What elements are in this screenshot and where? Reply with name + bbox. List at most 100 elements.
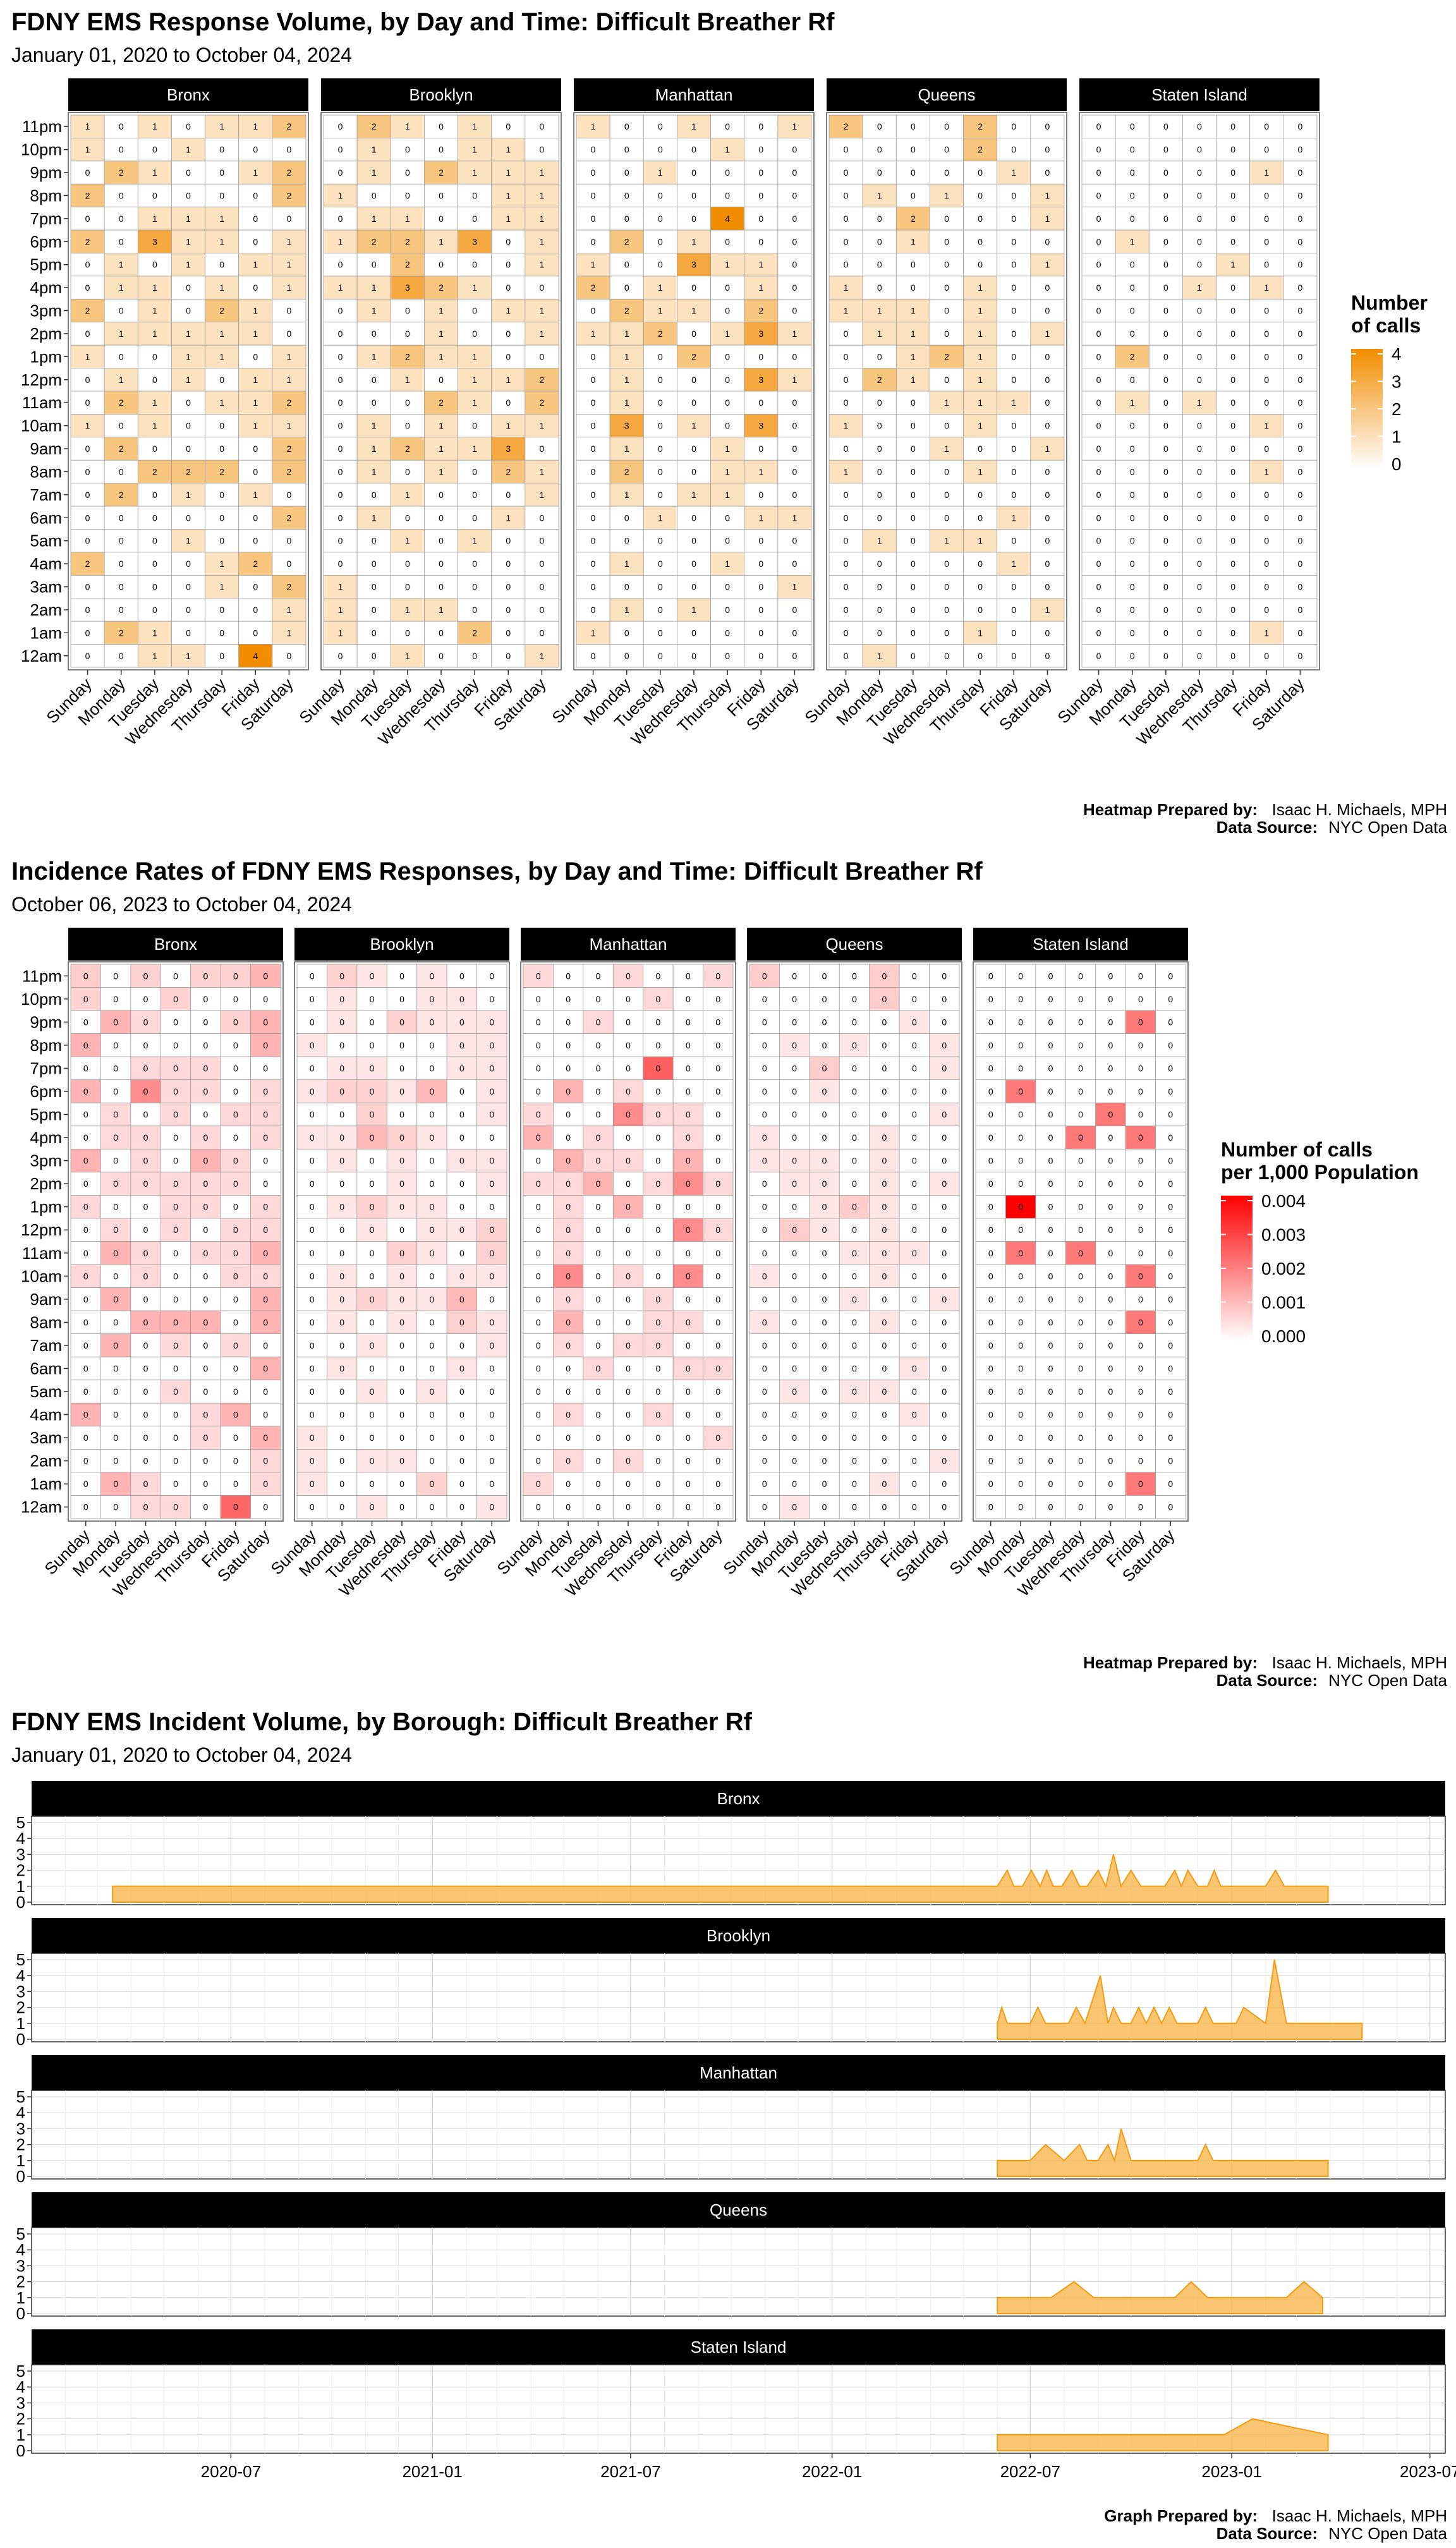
- heat-cell-label: 0: [658, 628, 663, 638]
- heat-cell-label: 1: [472, 167, 477, 178]
- heat-cell-label: 0: [536, 1017, 541, 1027]
- heat-cell-label: 0: [988, 1294, 993, 1304]
- heat-cell-label: 1: [287, 605, 292, 615]
- heat-cell-label: 0: [1197, 351, 1202, 361]
- heat-cell-label: 0: [1048, 1294, 1053, 1304]
- heat-cell-label: 0: [1264, 605, 1269, 615]
- heat-cell-label: 0: [540, 582, 545, 592]
- heat-cell-label: 0: [792, 1225, 797, 1235]
- heat-cell-label: 1: [119, 282, 124, 293]
- heatmap-rate-subtitle: October 06, 2023 to October 04, 2024: [11, 893, 352, 916]
- heat-cell-label: 0: [626, 1202, 631, 1212]
- heat-cell-label: 0: [656, 1433, 661, 1443]
- heat-cell-label: 0: [1197, 605, 1202, 615]
- heat-cell-label: 0: [596, 1317, 601, 1327]
- heat-cell-label: 0: [233, 1410, 238, 1420]
- heat-cell: [643, 183, 677, 208]
- heat-cell: [525, 391, 559, 415]
- heat-cell-label: 0: [852, 1248, 857, 1258]
- heat-cell-label: 0: [822, 1456, 827, 1466]
- heat-cell-label: 0: [263, 1225, 268, 1235]
- heat-cell-label: 1: [287, 628, 292, 638]
- heat-cell-label: 1: [1045, 329, 1050, 339]
- heat-cell-label: 0: [113, 1433, 118, 1443]
- heat-cell: [205, 529, 240, 553]
- heat-cell-label: 1: [591, 628, 596, 638]
- heat-cell-label: 0: [1048, 1248, 1053, 1258]
- heat-cell-label: 0: [877, 582, 882, 592]
- heat-cell-label: 0: [219, 628, 224, 638]
- heat-cell: [491, 414, 526, 438]
- heat-cell-label: 0: [1168, 1017, 1173, 1027]
- heat-cell-label: 1: [725, 145, 730, 155]
- facet-label-queens: Queens: [918, 85, 975, 104]
- heat-cell-label: 0: [656, 1410, 661, 1420]
- heat-cell-label: 1: [1045, 190, 1050, 200]
- heat-cell: [710, 253, 745, 277]
- heat-cell-label: 0: [877, 351, 882, 361]
- heat-cell-label: 0: [1163, 651, 1168, 661]
- heat-cell-label: 0: [882, 1202, 887, 1212]
- heat-cell-label: 0: [942, 1086, 947, 1096]
- heat-cell-label: 0: [1018, 1294, 1023, 1304]
- heat-cell-label: 0: [405, 306, 410, 316]
- heat-cell-label: 0: [762, 1086, 767, 1096]
- heat-cell-label: 0: [1130, 214, 1135, 224]
- heat-cell-label: 1: [253, 121, 258, 131]
- heat-cell-label: 0: [233, 1086, 238, 1096]
- heat-cell: [677, 322, 711, 346]
- heat-cell-label: 0: [219, 490, 224, 500]
- heat-cell-label: 2: [405, 236, 410, 246]
- heat-cell-label: 0: [85, 651, 90, 661]
- heat-cell-label: 0: [1197, 167, 1202, 178]
- heat-cell-label: 1: [439, 351, 444, 361]
- heat-cell-label: 1: [591, 121, 596, 131]
- heat-cell-label: 0: [658, 605, 663, 615]
- heat-cell-label: 0: [566, 1017, 571, 1027]
- heat-cell: [205, 621, 240, 645]
- heat-cell-label: 3: [405, 282, 410, 293]
- heat-cell-label: 0: [626, 1410, 631, 1420]
- heat-cell-label: 0: [912, 1086, 917, 1096]
- heat-cell: [609, 253, 644, 277]
- heat-cell-label: 0: [1264, 444, 1269, 454]
- legend-tick-label: 0: [1392, 454, 1402, 474]
- heat-cell-label: 0: [715, 1040, 720, 1050]
- heat-cell-label: 0: [566, 1202, 571, 1212]
- heat-cell-label: 1: [978, 536, 983, 546]
- heat-cell-label: 0: [536, 1294, 541, 1304]
- heat-cell-label: 1: [877, 329, 882, 339]
- heat-cell-label: 0: [1168, 1132, 1173, 1143]
- heat-cell-label: 0: [978, 167, 983, 178]
- heat-cell-label: 0: [439, 559, 444, 569]
- heat-cell-label: 0: [173, 1225, 178, 1235]
- heat-cell-label: 0: [1096, 260, 1101, 270]
- heat-cell-label: 0: [715, 1017, 720, 1027]
- heat-cell-label: 0: [877, 260, 882, 270]
- heat-cell-label: 0: [591, 536, 596, 546]
- heat-cell-label: 0: [1011, 306, 1016, 316]
- heat-cell-label: 0: [430, 1294, 435, 1304]
- heat-cell: [323, 138, 358, 162]
- heat-cell: [390, 644, 425, 668]
- heat-cell-label: 0: [338, 421, 343, 431]
- heat-cell-label: 0: [596, 1294, 601, 1304]
- heat-cell-label: 0: [822, 1502, 827, 1512]
- heat-cell-label: 1: [253, 490, 258, 500]
- heat-cell: [323, 644, 358, 668]
- heat-cell-label: 0: [1264, 397, 1269, 408]
- heat-cell-label: 0: [566, 1040, 571, 1050]
- heat-cell-label: 0: [1163, 466, 1168, 476]
- heat-cell-label: 0: [944, 375, 949, 385]
- heat-cell-label: 0: [792, 1410, 797, 1420]
- heat-cell-label: 0: [822, 1225, 827, 1235]
- heat-cell-label: 1: [405, 651, 410, 661]
- heat-cell-label: 0: [988, 1156, 993, 1166]
- heat-cell-label: 0: [686, 1132, 691, 1143]
- heat-cell-label: 2: [287, 397, 292, 408]
- heat-cell-label: 0: [1108, 1202, 1113, 1212]
- heat-cell-label: 0: [203, 1110, 209, 1120]
- heat-cell-label: 0: [944, 121, 949, 131]
- heat-cell-label: 0: [882, 1063, 887, 1073]
